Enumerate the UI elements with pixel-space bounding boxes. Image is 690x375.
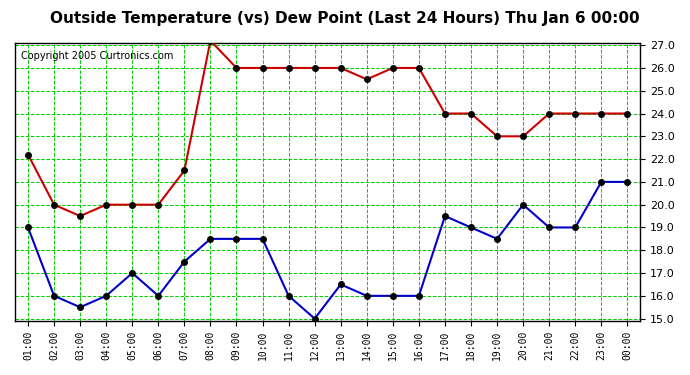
Text: Outside Temperature (vs) Dew Point (Last 24 Hours) Thu Jan 6 00:00: Outside Temperature (vs) Dew Point (Last… — [50, 11, 640, 26]
Text: Copyright 2005 Curtronics.com: Copyright 2005 Curtronics.com — [21, 51, 174, 61]
